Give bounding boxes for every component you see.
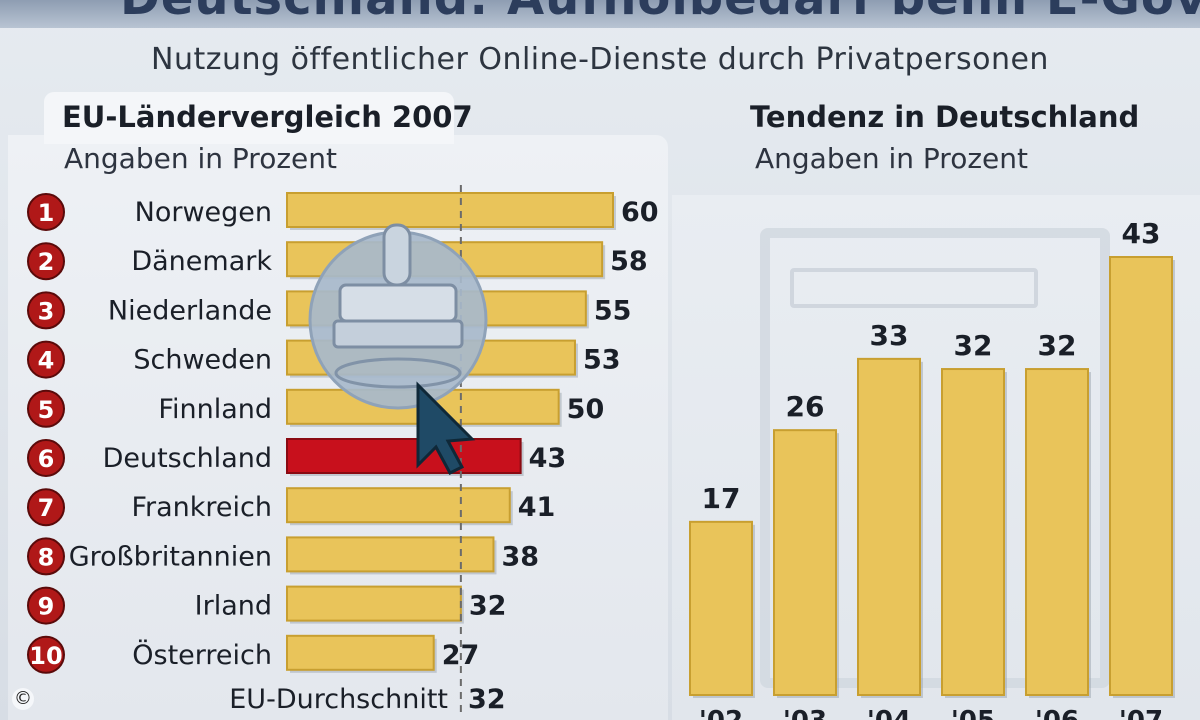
year-label: '02 bbox=[699, 706, 743, 720]
rank-badge bbox=[27, 242, 65, 281]
value-label: 50 bbox=[567, 394, 605, 425]
value-label: 33 bbox=[870, 319, 909, 352]
category-label: Dänemark bbox=[131, 246, 272, 277]
value-label: 38 bbox=[501, 541, 539, 572]
value-label: 17 bbox=[702, 482, 741, 515]
year-label: '06 bbox=[1035, 706, 1079, 720]
bar-'03 bbox=[773, 429, 837, 696]
rank-label: 2 bbox=[38, 248, 55, 276]
rank-label: 4 bbox=[38, 347, 55, 375]
rank-label: 8 bbox=[38, 543, 55, 571]
left-chart-title: EU-Ländervergleich 2007 bbox=[62, 100, 473, 134]
category-label: Österreich bbox=[132, 639, 272, 671]
bar-'06 bbox=[1025, 368, 1089, 696]
value-label: 26 bbox=[786, 390, 825, 423]
stamp-cursor-icon bbox=[308, 223, 488, 475]
year-label: '05 bbox=[951, 706, 995, 720]
year-label: '07 bbox=[1119, 706, 1163, 720]
category-label: Schweden bbox=[133, 345, 272, 376]
value-label: 55 bbox=[594, 295, 632, 326]
decorative-screen-icon bbox=[760, 228, 1110, 688]
bar-deutschland bbox=[286, 438, 522, 474]
year-label: '04 bbox=[867, 706, 911, 720]
rank-badge bbox=[27, 193, 65, 231]
header-title: Deutschland: Aufholbedarf beim E-Governm… bbox=[120, 0, 1200, 26]
rank-badge bbox=[27, 340, 65, 379]
bar-frankreich bbox=[286, 487, 511, 524]
category-label: Irland bbox=[195, 591, 272, 622]
rank-label: 6 bbox=[38, 445, 55, 473]
rank-badge bbox=[27, 389, 65, 428]
rank-badge bbox=[27, 291, 65, 330]
right-chart-title: Tendenz in Deutschland bbox=[750, 100, 1140, 134]
category-label: Niederlande bbox=[108, 295, 272, 326]
bar-'05 bbox=[941, 368, 1005, 696]
left-chart-unit: Angaben in Prozent bbox=[64, 142, 337, 175]
rank-label: 9 bbox=[38, 593, 55, 621]
rank-label: 10 bbox=[29, 642, 62, 670]
chart-subtitle: Nutzung öffentlicher Online-Dienste durc… bbox=[151, 42, 1049, 77]
value-label: 53 bbox=[583, 345, 621, 376]
rank-badge bbox=[27, 635, 65, 674]
rank-badge bbox=[27, 439, 65, 477]
header-band: Deutschland: Aufholbedarf beim E-Governm… bbox=[0, 0, 1200, 28]
bar-großbritannien bbox=[286, 536, 495, 573]
rank-label: 3 bbox=[38, 297, 55, 325]
rank-badge bbox=[27, 537, 65, 576]
bar-'07 bbox=[1109, 256, 1173, 696]
bar-'04 bbox=[857, 357, 921, 696]
value-label: 32 bbox=[1038, 329, 1077, 362]
bar-irland bbox=[286, 585, 462, 622]
category-label: Norwegen bbox=[135, 197, 272, 228]
reference-value: 32 bbox=[468, 684, 506, 715]
category-label: Finnland bbox=[158, 394, 272, 425]
right-chart-unit: Angaben in Prozent bbox=[755, 142, 1028, 175]
value-label: 41 bbox=[518, 492, 556, 523]
decorative-browser-bar-icon bbox=[790, 268, 1038, 308]
rank-badge bbox=[27, 488, 65, 527]
value-label: 43 bbox=[1122, 217, 1161, 250]
left-title-tab bbox=[44, 92, 454, 144]
reference-label: EU-Durchschnitt bbox=[229, 684, 448, 715]
bar-norwegen bbox=[286, 192, 614, 228]
category-label: Frankreich bbox=[131, 492, 272, 523]
copyright-icon: © bbox=[12, 688, 34, 710]
rank-label: 1 bbox=[38, 199, 55, 227]
category-label: Großbritannien bbox=[69, 541, 272, 572]
year-label: '03 bbox=[783, 706, 827, 720]
rank-label: 7 bbox=[38, 494, 55, 522]
value-label: 32 bbox=[954, 329, 993, 362]
value-label: 43 bbox=[529, 443, 567, 474]
bar-österreich bbox=[286, 634, 435, 671]
rank-label: 5 bbox=[38, 396, 55, 424]
bar-'02 bbox=[689, 520, 753, 697]
rank-badge bbox=[27, 586, 65, 625]
value-label: 58 bbox=[610, 246, 648, 277]
value-label: 32 bbox=[469, 591, 507, 622]
value-label: 60 bbox=[621, 197, 659, 228]
category-label: Deutschland bbox=[103, 443, 272, 474]
